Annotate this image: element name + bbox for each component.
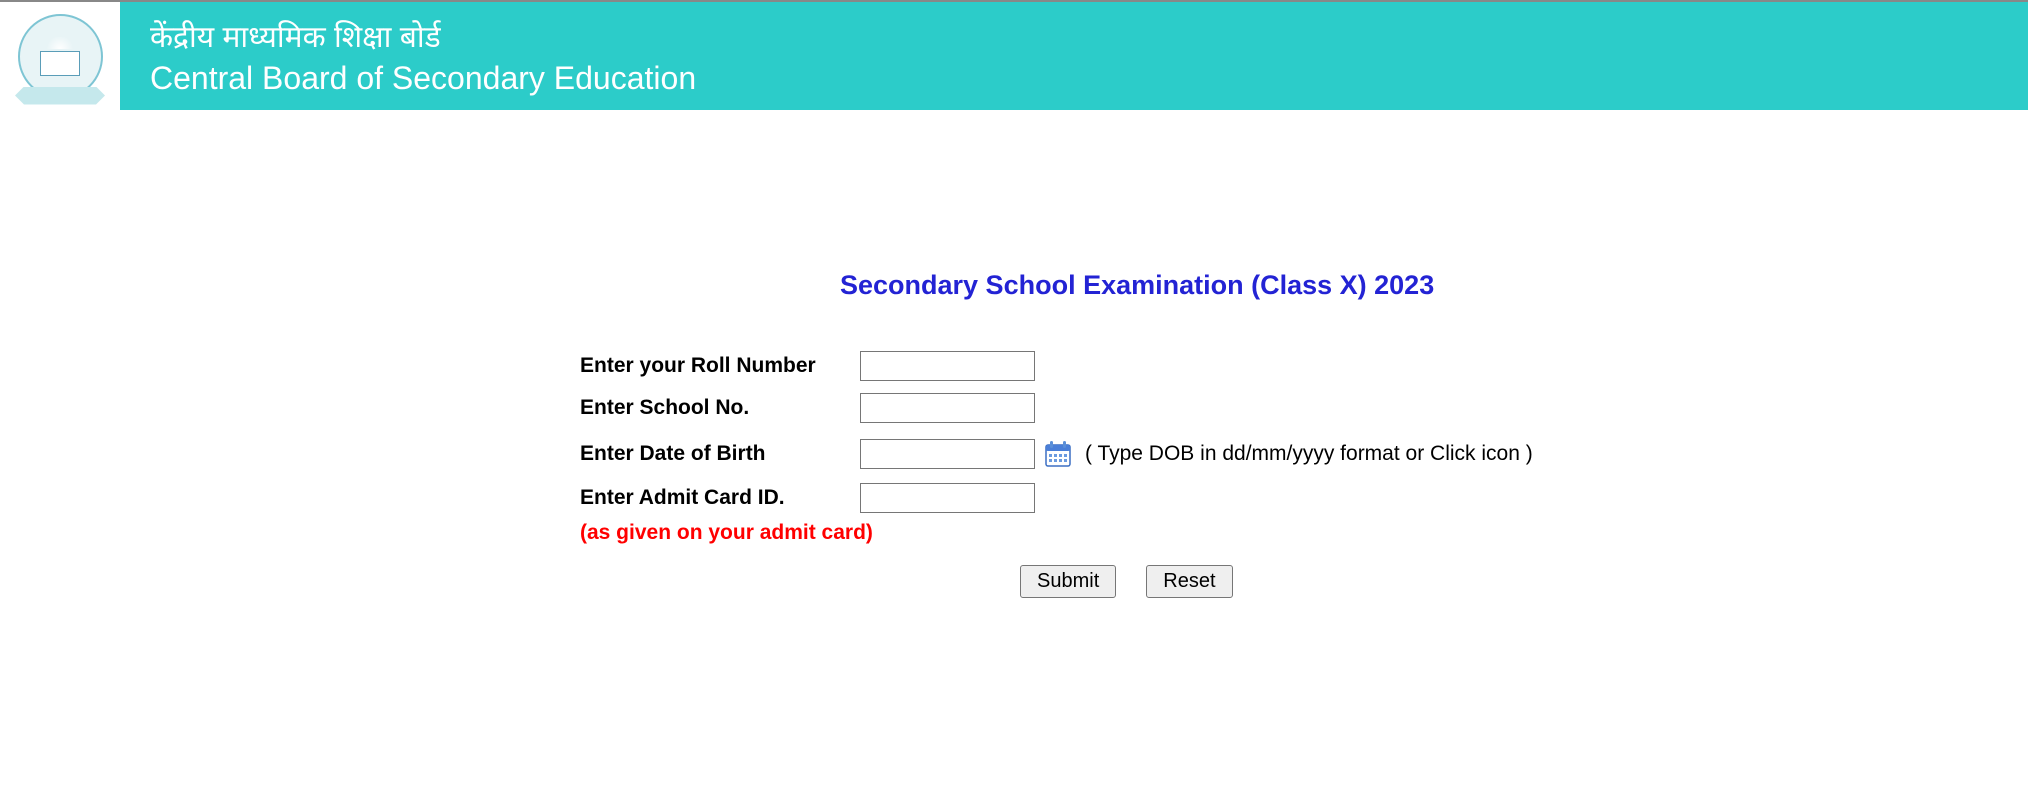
school-no-input[interactable] [860, 393, 1035, 423]
admit-card-input[interactable] [860, 483, 1035, 513]
dob-input[interactable] [860, 439, 1035, 469]
dob-row: Enter Date of Birth ( T [580, 439, 2028, 469]
dob-hint-text: ( Type DOB in dd/mm/yyyy format or Click… [1085, 442, 1533, 466]
roll-number-input[interactable] [860, 351, 1035, 381]
header-title-hindi: केंद्रीय माध्यमिक शिक्षा बोर्ड [150, 15, 696, 56]
admit-card-row: Enter Admit Card ID. [580, 483, 2028, 513]
cbse-logo-icon [18, 14, 103, 99]
school-no-label: Enter School No. [580, 396, 860, 420]
reset-button[interactable]: Reset [1146, 565, 1232, 598]
admit-card-label: Enter Admit Card ID. [580, 486, 860, 510]
page-title: Secondary School Examination (Class X) 2… [840, 270, 2028, 301]
dob-label: Enter Date of Birth [580, 442, 860, 466]
header-title-english: Central Board of Secondary Education [150, 60, 696, 97]
page-header: केंद्रीय माध्यमिक शिक्षा बोर्ड Central B… [0, 0, 2028, 110]
button-row: Submit Reset [1020, 565, 2028, 598]
exam-form: Enter your Roll Number Enter School No. … [580, 351, 2028, 598]
main-content: Secondary School Examination (Class X) 2… [0, 110, 2028, 598]
admit-card-note: (as given on your admit card) [580, 521, 2028, 545]
submit-button[interactable]: Submit [1020, 565, 1116, 598]
roll-number-row: Enter your Roll Number [580, 351, 2028, 381]
calendar-icon[interactable] [1043, 439, 1073, 469]
school-no-row: Enter School No. [580, 393, 2028, 423]
logo-container [0, 2, 120, 110]
header-text-block: केंद्रीय माध्यमिक शिक्षा बोर्ड Central B… [120, 15, 696, 97]
roll-number-label: Enter your Roll Number [580, 354, 860, 378]
